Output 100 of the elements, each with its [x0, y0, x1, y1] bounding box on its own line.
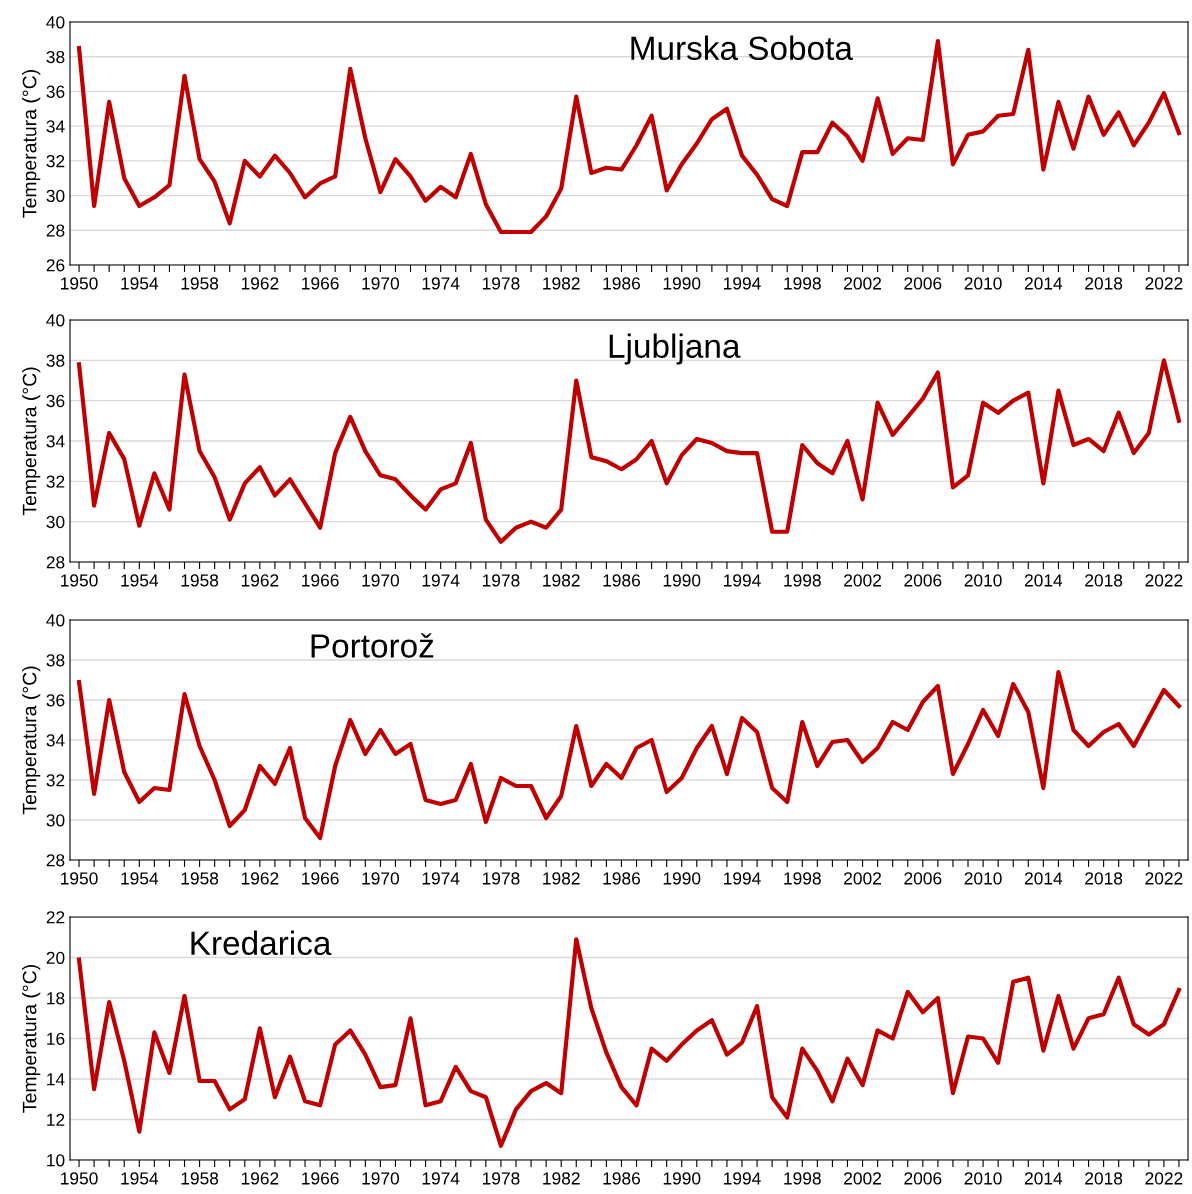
- x-tick-label: 2018: [1085, 872, 1123, 885]
- chart-title: Murska Sobota: [631, 35, 853, 61]
- x-tick-label: 2022: [1145, 277, 1183, 290]
- chart-title: Kredarica: [191, 930, 332, 956]
- x-tick-label: 2018: [1085, 1172, 1123, 1185]
- y-tick-label: 18: [47, 992, 65, 1005]
- x-tick-label: 2014: [1024, 277, 1063, 290]
- x-tick-label: 1978: [482, 1172, 520, 1185]
- y-axis-title: Temperatura (°C): [22, 367, 41, 516]
- x-tick-label: 1994: [724, 574, 761, 587]
- x-tick-label: 2022: [1145, 872, 1183, 885]
- x-tick-label: 2010: [964, 1172, 1002, 1185]
- x-tick-label: 1978: [482, 574, 520, 587]
- x-tick-label: 2014: [1024, 1172, 1063, 1185]
- x-tick-label: 1994: [724, 872, 761, 885]
- x-tick-label: 1986: [603, 574, 641, 587]
- x-tick-label: 2006: [904, 277, 942, 290]
- x-tick-label: 1990: [663, 872, 701, 885]
- x-tick-label: 1970: [362, 1172, 400, 1185]
- line-series: [76, 669, 1182, 841]
- x-tick-label: 2002: [844, 277, 881, 290]
- y-tick-label: 32: [46, 475, 65, 488]
- x-tick-label: 1950: [61, 872, 98, 885]
- x-tick-label: 2002: [844, 574, 881, 587]
- x-tick-label: 1962: [241, 872, 279, 885]
- x-tick-label: 1982: [543, 277, 580, 290]
- x-tick-label: 1974: [422, 574, 460, 587]
- x-tick-label: 1998: [784, 574, 821, 587]
- y-tick-label: 10: [47, 1154, 65, 1167]
- y-tick-label: 30: [46, 515, 65, 529]
- x-tick-label: 1994: [724, 277, 761, 290]
- x-tick-label: 1974: [422, 1172, 460, 1185]
- y-tick-label: 38: [46, 50, 65, 64]
- y-tick-label: 38: [46, 354, 65, 367]
- x-tick-label: 1954: [121, 574, 159, 587]
- y-axis-title: Temperatura (°C): [22, 965, 41, 1113]
- y-tick-label: 20: [46, 951, 65, 964]
- x-tick-label: 1962: [241, 277, 279, 290]
- x-tick-label: 2010: [964, 574, 1002, 587]
- y-tick-label: 22: [46, 911, 65, 924]
- y-tick-label: 36: [46, 85, 65, 98]
- x-tick-label: 1954: [121, 872, 159, 885]
- x-tick-label: 2014: [1024, 574, 1063, 587]
- x-tick-label: 2022: [1145, 1172, 1183, 1185]
- x-tick-label: 1974: [422, 872, 460, 885]
- y-tick-label: 34: [46, 120, 65, 133]
- y-tick-label: 40: [46, 16, 65, 29]
- x-tick-label: 1970: [362, 872, 400, 885]
- x-tick-label: 1958: [181, 574, 219, 587]
- x-tick-label: 1958: [181, 1172, 219, 1185]
- y-tick-label: 32: [46, 155, 65, 168]
- y-tick-label: 28: [46, 556, 65, 569]
- y-tick-label: 30: [46, 814, 65, 827]
- x-tick-label: 1998: [784, 277, 821, 290]
- x-tick-label: 1990: [663, 277, 701, 290]
- x-tick-label: 1986: [603, 1172, 641, 1185]
- y-tick-label: 34: [46, 734, 65, 747]
- x-tick-label: 1966: [302, 872, 339, 885]
- x-tick-label: 1998: [784, 872, 821, 885]
- x-tick-label: 1986: [603, 277, 641, 290]
- x-tick-label: 1966: [302, 574, 339, 587]
- y-tick-label: 40: [46, 314, 65, 327]
- x-tick-label: 1986: [603, 872, 641, 885]
- x-tick-label: 1990: [663, 574, 701, 587]
- x-tick-label: 1994: [724, 1172, 761, 1185]
- x-tick-label: 1966: [302, 277, 339, 290]
- x-tick-label: 1954: [121, 1172, 159, 1185]
- y-tick-label: 28: [46, 854, 65, 867]
- x-tick-label: 1966: [302, 1172, 339, 1185]
- y-tick-label: 30: [46, 189, 65, 203]
- y-tick-label: 16: [47, 1032, 65, 1045]
- x-tick-label: 1990: [663, 1172, 701, 1185]
- x-tick-label: 1970: [362, 277, 400, 290]
- y-tick-label: 28: [46, 224, 65, 237]
- x-tick-label: 2018: [1085, 574, 1123, 587]
- x-tick-label: 2002: [844, 1172, 881, 1185]
- y-tick-label: 12: [47, 1113, 65, 1126]
- x-tick-label: 2014: [1024, 872, 1063, 885]
- x-tick-label: 2010: [964, 277, 1002, 290]
- x-tick-label: 1982: [543, 872, 580, 885]
- x-tick-label: 2010: [964, 872, 1002, 885]
- x-tick-label: 1950: [61, 1172, 98, 1185]
- x-tick-label: 2022: [1145, 574, 1183, 587]
- x-tick-label: 1958: [181, 872, 219, 885]
- x-tick-label: 1970: [362, 574, 400, 587]
- y-axis-title: Temperatura (°C): [22, 666, 41, 815]
- chart-title: Ljubljana: [609, 333, 741, 365]
- y-tick-label: 26: [46, 259, 65, 272]
- y-tick-label: 38: [46, 654, 65, 667]
- chart-title: Portorož: [311, 633, 434, 658]
- x-tick-label: 1958: [181, 277, 219, 290]
- x-tick-label: 1974: [422, 277, 460, 290]
- x-tick-label: 1954: [121, 277, 159, 290]
- x-tick-label: 2002: [844, 872, 881, 885]
- y-tick-label: 40: [46, 614, 65, 627]
- x-tick-label: 2006: [904, 574, 942, 587]
- y-tick-label: 32: [46, 774, 65, 787]
- y-axis-title: Temperatura (°C): [22, 70, 41, 218]
- x-tick-label: 1978: [482, 872, 520, 885]
- x-tick-label: 1950: [61, 574, 98, 587]
